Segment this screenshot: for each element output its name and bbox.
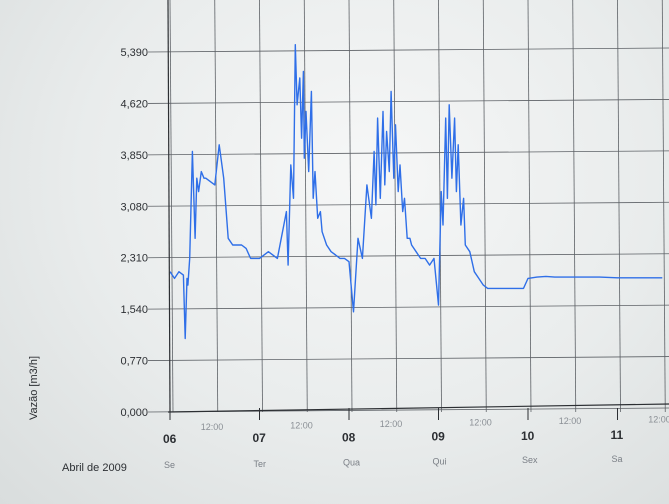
y-tick-label: 3,080 [120,201,148,213]
y-gridline [147,150,669,156]
noon-label: 12:00 [469,418,492,428]
x-gridline [527,0,532,413]
chart-series [169,44,663,340]
chart-grid [147,0,669,413]
day-number-label: 10 [521,429,535,443]
day-number-label: 06 [163,432,177,446]
noon-label: 12:00 [290,421,313,431]
day-name-label: Qui [433,456,447,466]
y-tick-label: 0,770 [120,356,148,368]
y-tick-label: 3,850 [120,150,148,162]
x-tick-labels: 06 Se 07 Ter 08 Qua 09 Qui 10 Sex 11 Sa 12:00 12:00 12… [163,415,669,471]
day-name-label: Ter [254,459,267,469]
day-name-label: Sex [522,455,538,465]
y-gridline [147,201,669,207]
x-gridline [214,0,219,413]
y-gridline [147,356,669,361]
noon-label: 12:00 [380,419,403,429]
x-gridline [617,0,621,413]
flow-series-line [169,44,663,340]
y-gridline [147,47,669,53]
noon-label: 12:00 [201,422,224,432]
noon-label: 12:00 [559,416,582,426]
x-gridline [438,0,442,413]
day-number-label: 09 [432,430,446,444]
y-tick-label: 0,000 [120,407,148,419]
y-tick-label: 5,390 [120,47,148,59]
x-gridline [482,0,487,413]
y-tick-labels: 0,000 0,770 1,540 2,310 3,080 3,850 4,620 5,390 [120,47,148,419]
y-gridline [147,99,669,104]
day-number-label: 11 [611,428,624,442]
y-axis-label: Vazão [m3/h] [28,356,40,420]
y-tick-label: 4,620 [120,98,148,110]
day-name-label: Se [164,460,175,470]
x-gridline [572,0,577,413]
y-tick-label: 1,540 [120,304,148,316]
month-label: Abril de 2009 [62,462,127,474]
y-axis-line [167,0,171,413]
day-number-label: 08 [342,430,356,444]
y-gridline [147,304,669,310]
x-gridline [393,0,398,413]
noon-label: 12:00 [648,415,669,425]
day-name-label: Sa [612,454,623,464]
day-name-label: Qua [343,458,360,468]
day-number-label: 07 [253,431,267,445]
x-gridline [259,0,263,413]
x-gridline [169,0,174,413]
x-gridline [661,0,666,413]
x-gridline [303,0,308,413]
x-axis-line [167,403,669,413]
y-tick-label: 2,310 [120,253,148,265]
chart-axes [167,0,669,420]
x-gridline [348,0,353,413]
y-gridline [147,253,669,259]
